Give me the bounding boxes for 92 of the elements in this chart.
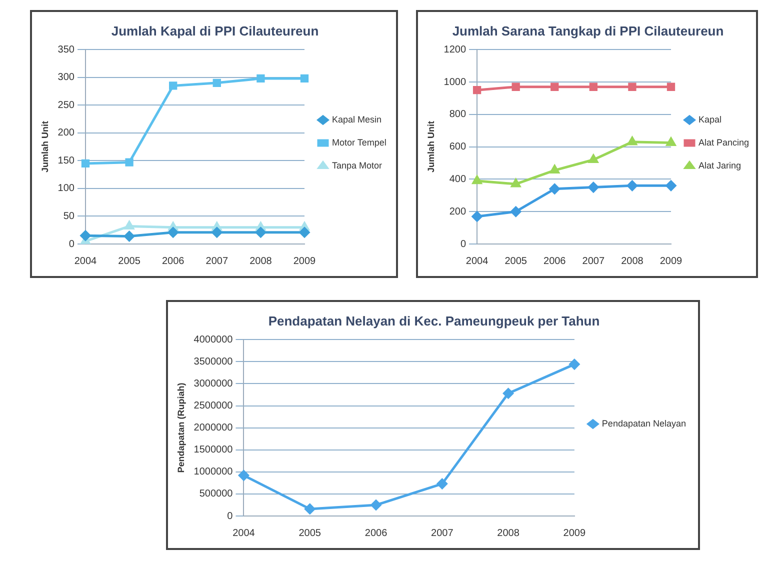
- point: [666, 82, 676, 91]
- x-tick-label: 2006: [364, 528, 388, 539]
- legend-label: Pendapatan Nelayan: [602, 418, 686, 428]
- y-tick-label: 0: [68, 238, 75, 250]
- y-tick-label: 2500000: [194, 400, 234, 412]
- y-tick-label: 0: [460, 238, 466, 250]
- point: [124, 220, 134, 230]
- y-tick-label: 2000000: [194, 422, 234, 434]
- chart-title: Jumlah Kapal di PPI Cilauteureun: [111, 23, 319, 38]
- legend-label: Kapal Mesin: [332, 114, 382, 124]
- point: [511, 178, 521, 188]
- y-tick-label: 3500000: [194, 356, 234, 368]
- legend-label: Alat Jaring: [698, 160, 742, 170]
- x-tick-label: 2005: [118, 256, 141, 267]
- point: [588, 182, 599, 193]
- y-tick-label: 350: [58, 44, 75, 56]
- point: [549, 184, 560, 194]
- point: [510, 206, 522, 217]
- point: [589, 82, 598, 91]
- x-tick-label: 2008: [621, 256, 644, 267]
- x-tick-label: 2008: [250, 256, 272, 267]
- point: [503, 388, 514, 399]
- x-tick-label: 2009: [563, 528, 586, 539]
- y-tick-label: 300: [58, 72, 75, 84]
- point: [238, 470, 249, 481]
- point: [299, 227, 310, 238]
- point: [370, 500, 382, 510]
- x-tick-label: 2009: [293, 256, 316, 267]
- point: [125, 158, 134, 166]
- legend-label: Alat Pancing: [698, 137, 750, 148]
- point: [81, 159, 90, 168]
- x-tick-label: 2004: [232, 528, 256, 539]
- y-tick-label: 50: [63, 210, 75, 222]
- point: [628, 82, 636, 91]
- point: [169, 82, 178, 90]
- y-tick-label: 800: [449, 109, 466, 120]
- y-axis-title: Jumlah Unit: [40, 121, 50, 173]
- point: [212, 78, 221, 88]
- point: [304, 504, 316, 514]
- y-tick-label: 200: [449, 206, 466, 218]
- point: [512, 82, 520, 91]
- point: [627, 136, 637, 146]
- x-tick-label: 2004: [74, 256, 98, 267]
- point: [256, 74, 265, 83]
- y-tick-label: 4000000: [194, 334, 234, 346]
- point: [80, 230, 91, 241]
- x-tick-label: 2005: [504, 256, 528, 267]
- point: [124, 230, 135, 242]
- x-tick-label: 2008: [497, 528, 520, 539]
- y-tick-label: 3000000: [194, 378, 234, 390]
- x-tick-label: 2009: [660, 256, 683, 267]
- point: [436, 478, 448, 490]
- y-tick-label: 150: [58, 155, 75, 166]
- y-tick-label: 600: [449, 142, 466, 153]
- y-tick-label: 200: [58, 128, 75, 139]
- legend-label: Tanpa Motor: [332, 160, 382, 170]
- x-tick-label: 2006: [544, 256, 566, 267]
- x-tick-label: 2007: [206, 256, 228, 267]
- x-tick-label: 2007: [582, 256, 605, 267]
- y-tick-label: 1200: [444, 44, 466, 56]
- point: [550, 165, 560, 174]
- x-tick-label: 2004: [466, 256, 489, 267]
- point: [255, 227, 266, 238]
- x-tick-label: 2007: [431, 528, 454, 539]
- y-axis-title: Pendapatan (Rupiah): [176, 382, 186, 473]
- legend-label: Motor Tempel: [332, 137, 386, 148]
- point: [626, 180, 638, 191]
- point: [168, 227, 178, 238]
- point: [550, 82, 559, 91]
- x-tick-label: 2006: [162, 256, 185, 267]
- point: [472, 86, 482, 94]
- y-tick-label: 100: [58, 183, 75, 194]
- y-tick-label: 1000: [444, 76, 466, 88]
- y-axis-title: Jumlah Unit: [426, 121, 436, 173]
- point: [569, 359, 580, 370]
- point: [666, 180, 676, 191]
- point: [472, 211, 482, 222]
- legend-label: Kapal: [698, 114, 722, 124]
- y-tick-label: 250: [58, 100, 75, 111]
- point: [300, 74, 309, 83]
- chart-title: Pendapatan Nelayan di Kec. Pameungpeuk per Tahun: [268, 313, 600, 328]
- y-tick-label: 500000: [199, 488, 234, 500]
- point: [212, 227, 222, 238]
- y-tick-label: 0: [227, 510, 234, 522]
- point: [588, 154, 598, 164]
- point: [472, 176, 482, 184]
- chart-title: Jumlah Sarana Tangkap di PPI Cilauteureun: [452, 23, 724, 38]
- y-tick-label: 1000000: [194, 466, 234, 478]
- x-tick-label: 2005: [298, 528, 322, 539]
- point: [666, 138, 676, 146]
- y-tick-label: 1500000: [194, 444, 234, 456]
- y-tick-label: 400: [449, 174, 466, 185]
